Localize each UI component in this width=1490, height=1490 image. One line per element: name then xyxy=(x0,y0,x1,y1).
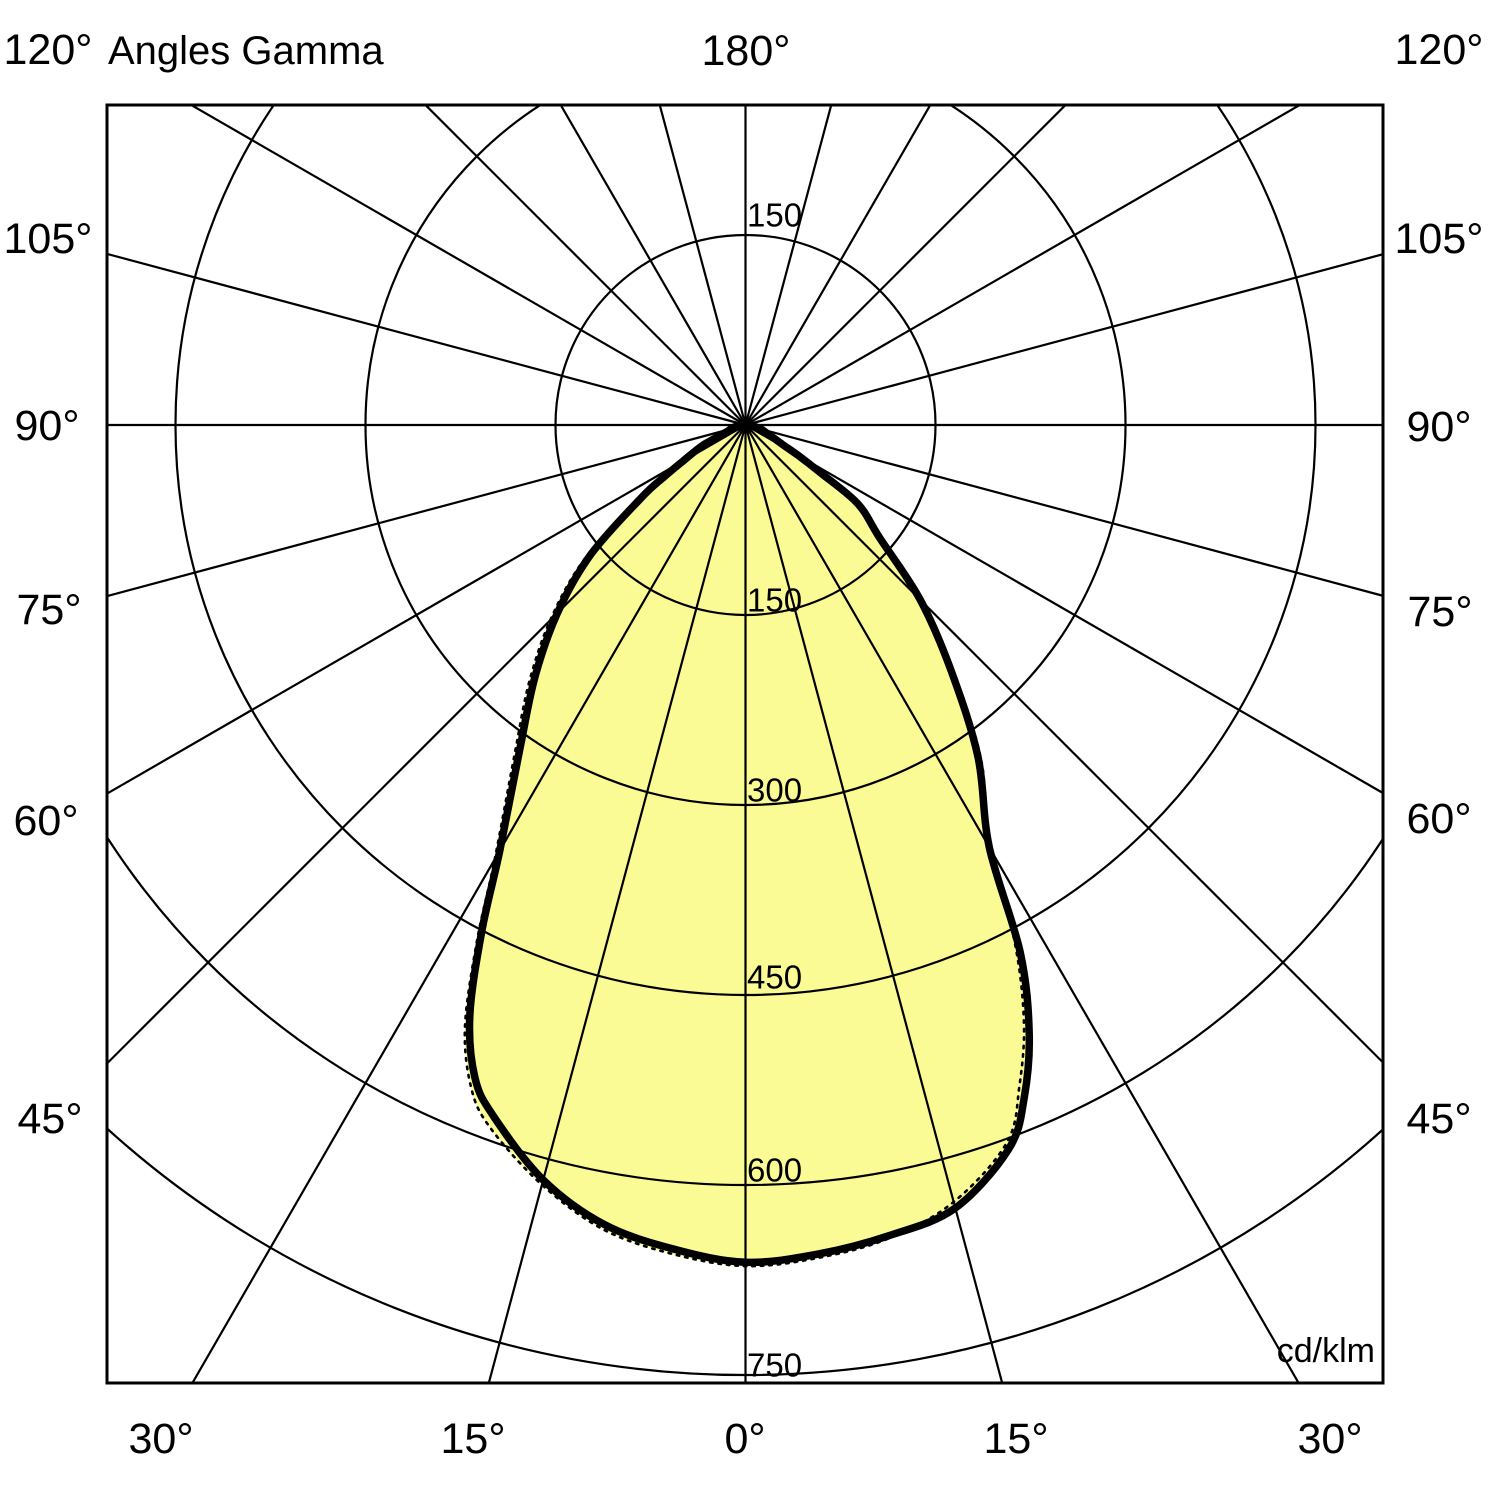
angle-label-left: 105° xyxy=(4,215,93,263)
angle-label-bottom: 30° xyxy=(1297,1415,1362,1463)
grid-spoke-120deg xyxy=(744,105,1302,426)
angle-label-bottom: 15° xyxy=(440,1415,505,1463)
angle-label-right: 60° xyxy=(1406,795,1471,843)
grid-spoke-210deg xyxy=(559,105,747,426)
angle-label-right: 75° xyxy=(1407,588,1472,636)
grid-spoke-150deg xyxy=(744,105,932,426)
grid-spoke-75deg xyxy=(745,423,1383,597)
angle-label-left: 60° xyxy=(13,797,78,845)
grid-spoke-330deg xyxy=(191,424,747,1383)
grid-spoke-60deg xyxy=(744,424,1383,795)
angle-label-left: 90° xyxy=(14,402,79,450)
grid-spoke-255deg xyxy=(107,252,746,427)
grid-spoke-240deg xyxy=(189,105,747,426)
angle-label-bottom: 30° xyxy=(128,1415,193,1463)
angle-label-right: 45° xyxy=(1406,1095,1471,1143)
angle-label-right: 105° xyxy=(1395,215,1484,263)
grid-spoke-135deg xyxy=(744,105,1068,426)
ring-value-label: 150 xyxy=(747,197,802,234)
grid-spoke-315deg xyxy=(107,424,747,1066)
plot-border xyxy=(105,103,1385,1385)
curve-layer xyxy=(463,417,1034,1268)
curve-fill-layer xyxy=(464,425,1030,1267)
intensity-curve-solid xyxy=(465,421,1034,1267)
angle-label-top-180: 180° xyxy=(702,27,791,75)
grid-spoke-105deg xyxy=(745,253,1383,427)
grid-spoke-345deg xyxy=(487,424,747,1383)
ring-label-layer: 150 150 300 450 600 750 xyxy=(747,197,802,1384)
chart-title: Angles Gamma xyxy=(108,29,384,73)
grid-spoke-15deg xyxy=(744,424,1004,1383)
angle-label-bottom: 15° xyxy=(983,1415,1048,1463)
angle-label-right: 90° xyxy=(1406,403,1471,451)
ring-value-label: 300 xyxy=(747,772,802,809)
angle-label-left: 120° xyxy=(4,26,93,74)
grid-spoke-225deg xyxy=(423,105,747,426)
angle-label-left: 45° xyxy=(17,1095,82,1143)
unit-label-cd-klm: cd/klm xyxy=(1277,1332,1375,1370)
ring-value-label: 150 xyxy=(747,582,802,619)
polar-center-point xyxy=(737,417,754,433)
plot-border-layer xyxy=(105,103,1385,1385)
ring-value-label: 450 xyxy=(747,959,802,996)
angle-label-left: 75° xyxy=(16,586,81,634)
grid-spoke-165deg xyxy=(744,105,833,426)
grid-spoke-300deg xyxy=(107,424,747,795)
ring-value-label: 750 xyxy=(747,1347,802,1384)
grid-spoke-30deg xyxy=(744,424,1300,1383)
grid-spoke-195deg xyxy=(658,105,747,426)
grid-spoke-285deg xyxy=(107,423,746,598)
ring-value-label: 600 xyxy=(747,1152,802,1189)
angle-label-right: 120° xyxy=(1395,26,1484,74)
angle-label-bottom: 0° xyxy=(724,1415,765,1463)
angle-label-layer: Angles Gamma 180° 120° 105° 90° 75° 60° 45° 120°… xyxy=(4,26,1484,1463)
